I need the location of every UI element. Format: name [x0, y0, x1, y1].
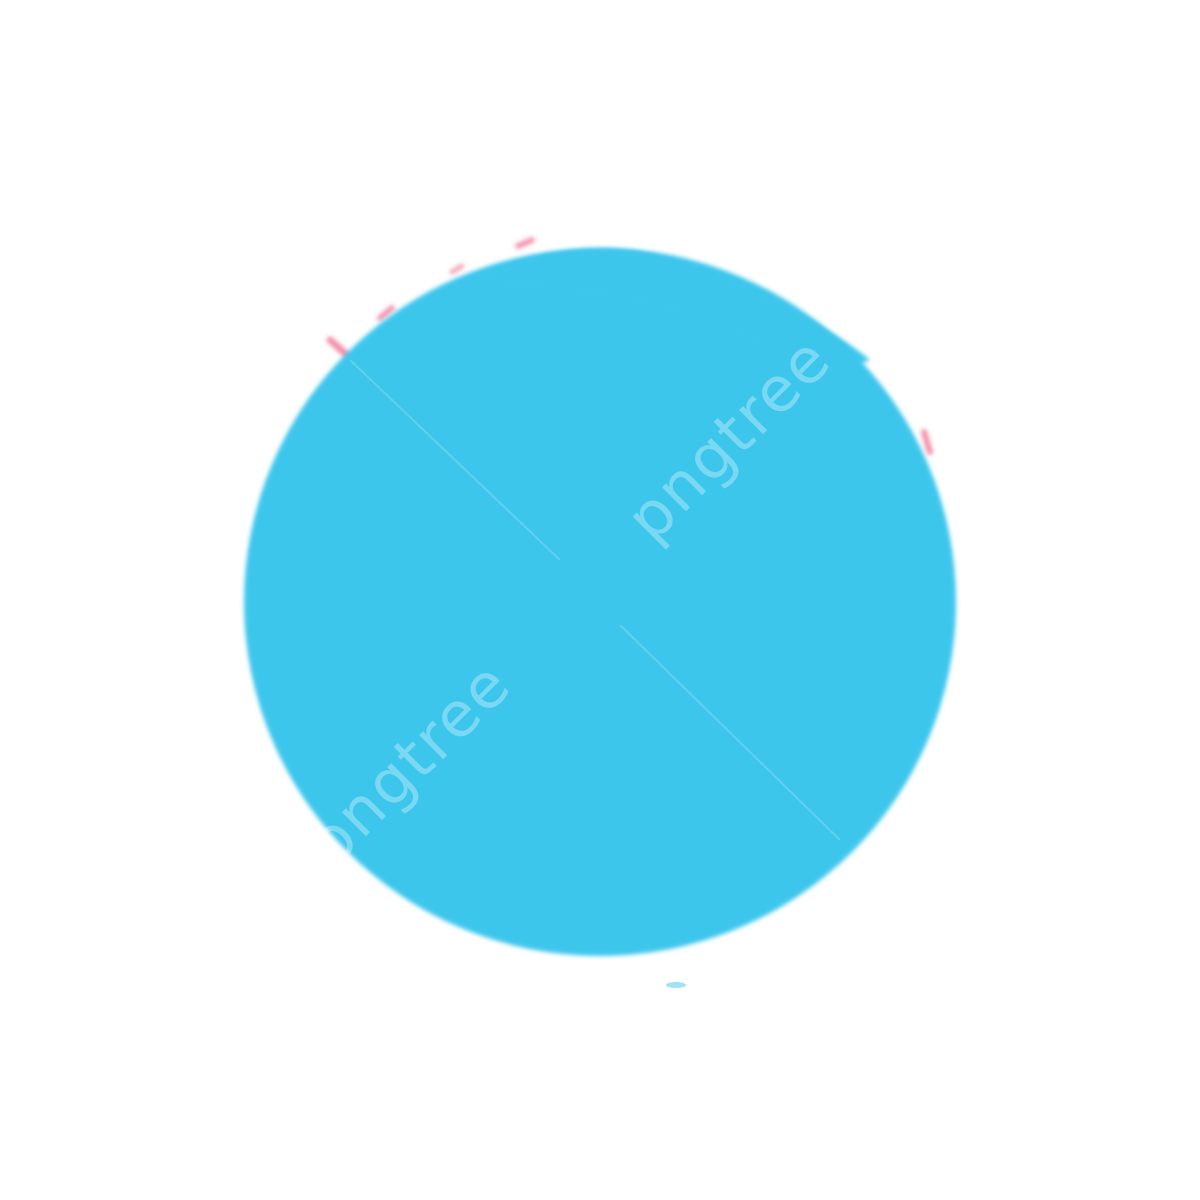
blue-fleck	[666, 982, 686, 988]
pink-stroke-left	[326, 336, 352, 360]
pink-accent-strokes	[326, 237, 933, 455]
pink-stroke-right	[921, 429, 933, 455]
pink-stroke-top	[515, 237, 535, 249]
highlight-line-upper	[349, 359, 561, 561]
pink-stroke-top-2	[449, 263, 465, 275]
pink-stroke-upper-left	[377, 305, 395, 321]
highlight-line-lower	[619, 624, 841, 841]
circle-top-edge	[470, 249, 870, 380]
blue-circle	[244, 248, 956, 956]
diagonal-highlight-lines	[349, 359, 841, 841]
